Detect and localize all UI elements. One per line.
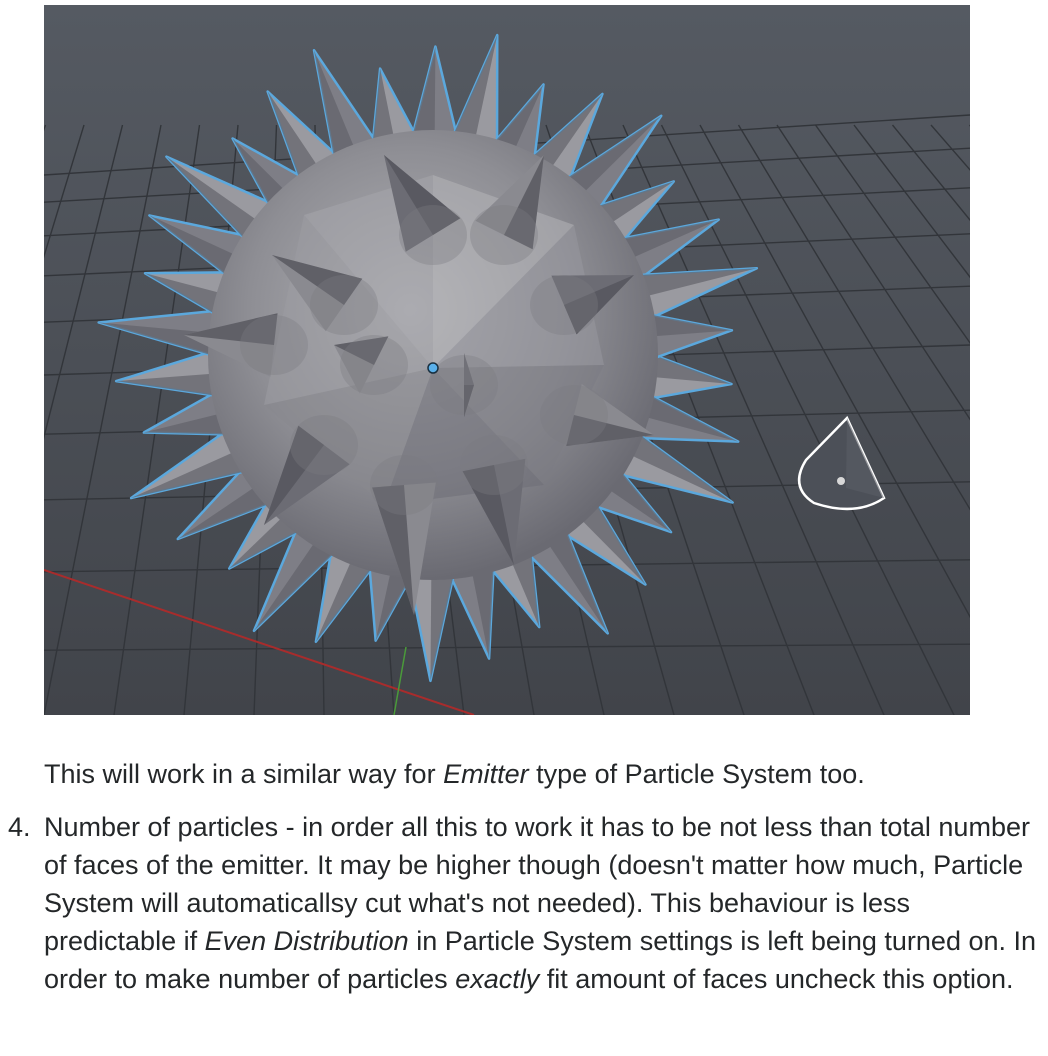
- list-text-part-1: Number of particles - in order all this …: [44, 812, 1030, 956]
- paragraph-emphasis: Emitter: [443, 759, 529, 789]
- paragraph-text: This will work in a similar way for: [44, 759, 444, 789]
- paragraph-text-end: type of Particle System too.: [528, 759, 865, 789]
- object-origin-icon: [427, 362, 439, 374]
- blender-viewport: [44, 5, 970, 715]
- y-axis-line: [393, 646, 407, 715]
- intro-paragraph: This will work in a similar way for Emit…: [44, 755, 1034, 793]
- list-item-text: Number of particles - in order all this …: [44, 808, 1040, 998]
- list-emphasis-even-distribution: Even Distribution: [204, 926, 409, 956]
- list-text-part-2: in Particle System settings is left bein…: [44, 926, 1037, 994]
- cone-origin-icon: [837, 477, 845, 485]
- list-emphasis-exactly: exactly: [455, 964, 540, 994]
- x-axis-line: [44, 569, 475, 715]
- viewport-screenshot: [44, 5, 970, 715]
- list-number: 4.: [8, 812, 31, 842]
- cone-object: [797, 415, 886, 511]
- list-text-part-3: fit amount of faces uncheck this option.: [539, 964, 1014, 994]
- spiky-sphere-object: [97, 33, 759, 683]
